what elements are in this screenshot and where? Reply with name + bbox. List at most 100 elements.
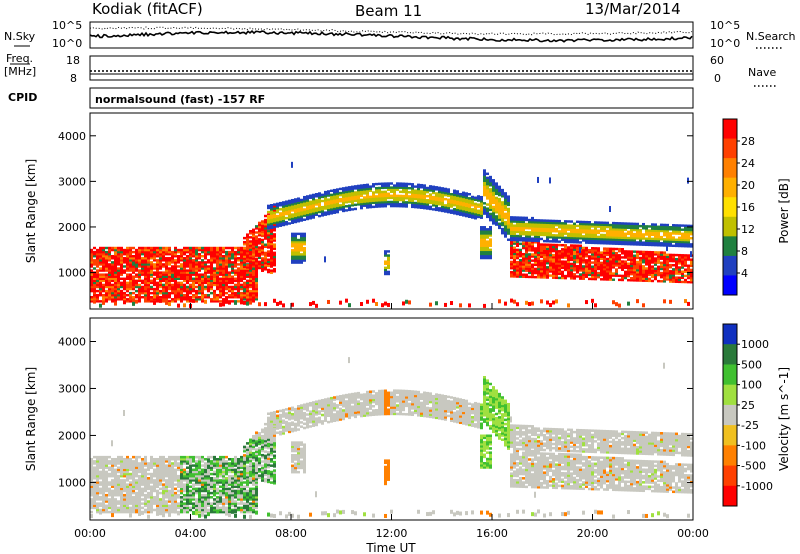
scatter-pixel [261, 242, 264, 246]
scatter-pixel [648, 255, 651, 258]
scatter-pixel [543, 255, 546, 259]
scatter-pixel [660, 275, 663, 279]
scatter-pixel [324, 213, 327, 216]
scatter-pixel [150, 504, 153, 508]
scatter-pixel [132, 300, 135, 303]
scatter-pixel [597, 231, 600, 235]
scatter-pixel [543, 229, 546, 233]
scatter-pixel [480, 202, 483, 205]
scatter-pixel [336, 206, 339, 210]
scatter-pixel [192, 254, 195, 258]
scatter-pixel [93, 493, 96, 497]
scatter-pixel [225, 246, 228, 250]
scatter-pixel [474, 206, 477, 210]
scatter-pixel [603, 240, 606, 243]
scatter-pixel [138, 506, 141, 510]
scatter-pixel [528, 255, 531, 258]
scatter-pixel [579, 235, 582, 238]
scatter-pixel [582, 239, 585, 242]
scatter-pixel [258, 221, 261, 225]
scatter-pixel [93, 289, 96, 293]
scatter-pixel [168, 504, 171, 508]
scatter-pixel [177, 281, 180, 285]
scatter-pixel [687, 256, 690, 259]
scatter-pixel [123, 250, 126, 254]
scatter-pixel [570, 244, 573, 247]
scatter-pixel [102, 293, 105, 297]
scatter-pixel [573, 236, 576, 240]
scatter-pixel [162, 502, 165, 505]
scatter-pixel [198, 254, 201, 258]
scatter-pixel [306, 211, 309, 215]
scatter-pixel [267, 262, 270, 266]
scatter-pixel [336, 190, 339, 193]
scatter-pixel [168, 257, 171, 260]
scatter-pixel [552, 272, 555, 275]
scatter-pixel [435, 204, 438, 207]
scatter-pixel [207, 248, 210, 252]
scatter-pixel [597, 273, 600, 277]
scatter-pixel [558, 268, 561, 271]
scatter-pixel [486, 193, 489, 196]
scatter-pixel [327, 204, 330, 208]
scatter-pixel [648, 241, 651, 245]
scatter-pixel [177, 468, 180, 472]
scatter-pixel [312, 197, 315, 201]
scatter-pixel [624, 228, 627, 231]
scatter-pixel [405, 190, 408, 194]
scatter-pixel [261, 249, 264, 252]
scatter-pixel [252, 255, 255, 258]
scatter-pixel [243, 265, 246, 269]
scatter-pixel [111, 504, 114, 508]
scatter-pixel [156, 269, 159, 272]
scatter-pixel [108, 275, 111, 278]
scatter-pixel [228, 300, 231, 305]
scatter-pixel [204, 287, 207, 291]
scatter-pixel [240, 257, 243, 260]
scatter-pixel [534, 271, 537, 275]
scatter-pixel [99, 477, 102, 480]
scatter-pixel [483, 210, 486, 213]
scatter-pixel [156, 470, 159, 474]
scatter-pixel [171, 498, 174, 501]
scatter-pixel [201, 267, 204, 270]
scatter-pixel [90, 265, 93, 268]
scatter-pixel [504, 229, 507, 232]
scatter-pixel [225, 277, 228, 280]
scatter-pixel [489, 194, 492, 197]
scatter-pixel [222, 271, 225, 274]
scatter-pixel [93, 299, 96, 304]
scatter-pixel [513, 230, 516, 234]
scatter-pixel [126, 477, 129, 480]
scatter-pixel [585, 271, 588, 274]
scatter-pixel [138, 502, 141, 505]
scatter-pixel [117, 510, 120, 514]
scatter-pixel [663, 273, 666, 277]
scatter-pixel [639, 252, 642, 256]
scatter-pixel [111, 300, 114, 303]
scatter-pixel [99, 462, 102, 465]
scatter-pixel [261, 228, 264, 231]
scatter-pixel [510, 271, 513, 274]
scatter-pixel [147, 283, 150, 287]
scatter-pixel [237, 285, 240, 289]
scatter-pixel [336, 200, 339, 204]
scatter-pixel [147, 265, 150, 268]
scatter-pixel [504, 235, 507, 238]
scatter-pixel [501, 213, 504, 216]
scatter-pixel [99, 466, 102, 469]
scatter-pixel [642, 273, 645, 276]
scatter-pixel [180, 250, 183, 254]
scatter-pixel [90, 281, 93, 285]
scatter-pixel [360, 302, 363, 307]
scatter-pixel [129, 248, 132, 252]
scatter-pixel [354, 203, 357, 207]
scatter-pixel [174, 493, 177, 497]
scatter-pixel [165, 481, 168, 484]
scatter-pixel [510, 234, 513, 238]
scatter-pixel [147, 285, 150, 289]
scatter-pixel [666, 261, 669, 265]
scatter-pixel [156, 504, 159, 508]
scatter-pixel [480, 256, 483, 260]
scatter-pixel [597, 271, 600, 275]
